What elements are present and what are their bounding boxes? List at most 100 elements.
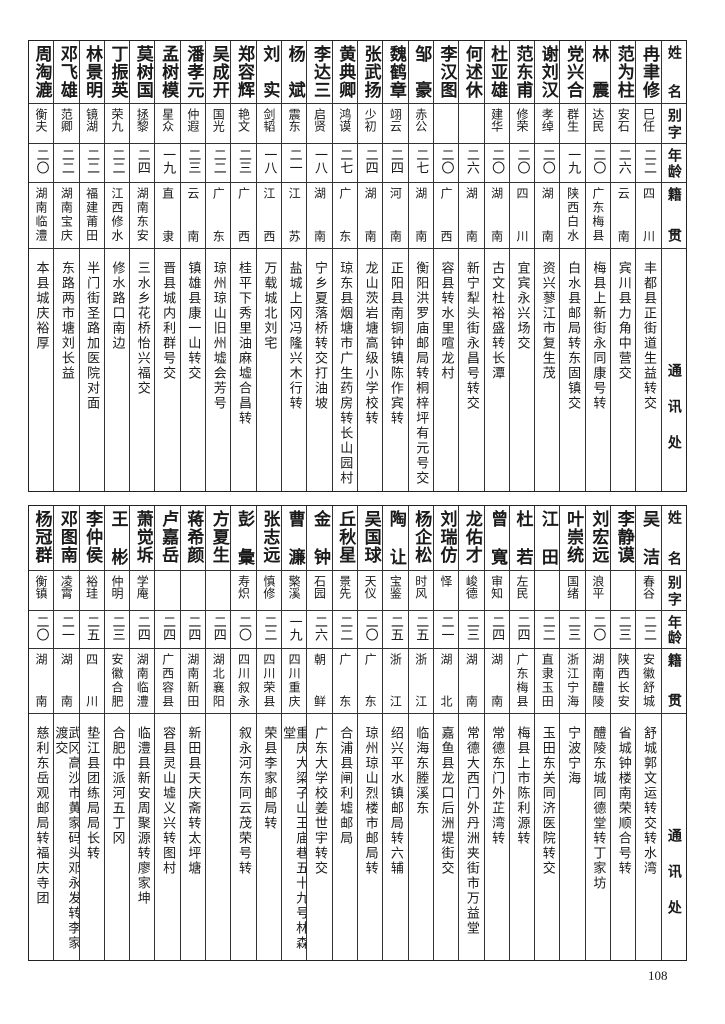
age-cell: 二〇 [28, 611, 54, 649]
name-text: 姓名 [665, 45, 682, 99]
alias-cell [611, 571, 636, 611]
address-text: 省城钟楼南荣顺合号转 [615, 726, 631, 876]
name-text: 萧觉坼 [132, 510, 153, 564]
name-text: 曾寬 [487, 510, 508, 566]
address-text: 容县转水里喧龙村 [438, 261, 454, 381]
address-text: 通讯处 [665, 828, 682, 936]
address-cell: 临澧县新安周聚源转廖家坤 [130, 714, 154, 960]
native-text: 浙江宁海 [565, 653, 580, 709]
address-cell: 梅县上市陈利源转 [510, 714, 534, 960]
age-cell: 二四 [509, 611, 535, 649]
alias-cell: 仲遐 [180, 104, 206, 144]
age-cell: 二三 [611, 611, 636, 649]
name-text: 周淘漉 [31, 45, 52, 99]
name-cell: 丁振英 [104, 41, 130, 104]
age-text: 二二 [337, 615, 353, 641]
address-cell: 通讯处 [662, 249, 686, 491]
alias-text: 峻德 [464, 575, 479, 599]
native-cell: 广西 [433, 183, 459, 249]
person-column: 孟树模 星众 一九 直隶 晋县城内利群号交 [154, 41, 180, 491]
address-text: 通讯处 [665, 363, 682, 471]
name-text: 吴国球 [360, 510, 381, 564]
person-column: 张志远 慎修 二二 四川荣县 荣县李家邮局转 [255, 506, 281, 960]
person-column: 吴国球 天仪 二〇 广东 琼州琼山烈楼市邮局转 [356, 506, 383, 960]
address-text: 玉田东关同济医院转交 [539, 726, 555, 876]
address-cell: 龙山茨岩塘高级小学校转 [358, 249, 382, 491]
alias-text: 仲遐 [185, 108, 200, 132]
age-text: 二二 [210, 148, 226, 174]
age-cell: 二五 [408, 611, 433, 649]
person-column: 刘实 剑韬 一八 江西 万载城北刘宅 [255, 41, 281, 491]
person-column: 萧觉坼 学庵 二四 湖南临澧 临澧县新安周聚源转廖家坤 [129, 506, 155, 960]
alias-text: 仲明 [109, 575, 124, 599]
native-text: 安徽舒城 [641, 653, 656, 709]
name-cell: 范为柱 [611, 41, 636, 104]
alias-text: 星众 [160, 108, 175, 132]
address-cell: 东路两市塘刘长益 [54, 249, 78, 491]
address-cell: 叙永河东同云茂荣号转 [231, 714, 255, 960]
native-text: 湖南新田 [185, 653, 200, 709]
person-column: 曾寬 审知 二四 湖南 常德东门外芷湾转 [483, 506, 509, 960]
name-text: 李仲侯 [82, 510, 103, 564]
address-text: 醴陵东城同德堂转丁家坊 [590, 726, 606, 891]
person-column: 杨冠群 衡镇 二〇 湖南 慈利东岳观邮局转福庆寺团 [28, 506, 54, 960]
native-text: 广东 [337, 187, 352, 244]
address-cell: 宁波宁海 [560, 714, 584, 960]
person-column: 周淘漉 衡夫 二〇 湖南临澧 本县城庆裕厚 [28, 41, 54, 491]
native-text: 朝鲜 [312, 653, 327, 709]
address-text: 东路两市塘刘长益 [58, 261, 74, 381]
native-cell: 四川 [79, 649, 104, 714]
age-text: 二七 [337, 148, 353, 174]
name-text: 李达三 [309, 45, 330, 99]
age-cell: 二二 [332, 611, 357, 649]
address-text: 镇雄县康一山转交 [185, 261, 201, 381]
alias-cell [459, 104, 484, 144]
age-cell: 二三 [180, 144, 206, 183]
native-cell: 湖南临澧 [28, 183, 54, 249]
alias-text: 裕珪 [84, 575, 99, 599]
native-cell: 广东 [332, 183, 357, 249]
native-cell: 浙江宁海 [560, 649, 585, 714]
age-text: 一九 [565, 148, 581, 174]
age-cell: 年龄 [661, 144, 686, 183]
name-cell: 郑容辉 [231, 41, 256, 104]
name-cell: 姓名 [661, 506, 686, 571]
address-text: 梅县上市陈利源转 [514, 726, 530, 846]
name-cell: 蒋希颜 [180, 506, 206, 571]
address-cell: 绍兴平水镇邮局转六辅 [383, 714, 407, 960]
person-column: 范为柱 安石 二六 云南 宾川县力角中营交 [610, 41, 636, 491]
native-text: 直隶玉田 [540, 653, 555, 709]
age-text: 二〇 [590, 148, 606, 174]
person-column: 郑容辉 艳文 二三 广西 桂平下秀里油麻墟合昌转 [230, 41, 256, 491]
name-cell: 彭彙 [231, 506, 256, 571]
native-text: 湖南临澧 [135, 653, 150, 709]
alias-text: 达民 [590, 108, 605, 132]
name-cell: 莫树国 [130, 41, 155, 104]
address-cell: 丰都县正街道生益转交 [636, 249, 660, 491]
native-cell: 湖南 [28, 649, 54, 714]
person-column: 丁振英 荣九 二二 江西修水 修水路口南边 [103, 41, 130, 491]
name-text: 张武扬 [360, 45, 381, 99]
name-cell: 邓图南 [54, 506, 79, 571]
name-cell: 谢刘汉 [535, 41, 560, 104]
age-text: 二〇 [362, 615, 378, 641]
alias-cell: 衡镇 [28, 571, 54, 611]
age-text: 二四 [185, 615, 201, 641]
age-text: 二四 [134, 615, 150, 641]
address-cell: 通讯处 [662, 714, 686, 960]
age-text: 二四 [160, 615, 176, 641]
native-cell: 湖北襄阳 [206, 649, 231, 714]
person-column: 蒋希颜 二四 湖南新田 新田县天庆斋转太坪塘 [179, 506, 206, 960]
age-text: 一八 [261, 148, 277, 174]
native-cell: 湖南东安 [130, 183, 155, 249]
name-text: 杜若 [512, 510, 533, 566]
address-text: 嘉鱼县龙口后洲堤街交 [438, 726, 454, 876]
age-cell: 二五 [383, 611, 408, 649]
age-text: 二五 [413, 615, 429, 641]
name-cell: 李汉图 [433, 41, 459, 104]
native-text: 广东 [337, 653, 352, 709]
address-cell: 盐城上冈冯隆兴木行转 [282, 249, 306, 491]
person-column: 金钟 石园 二六 朝鲜 广东大学校姜世宇转交 [306, 506, 332, 960]
alias-cell: 寿炽 [231, 571, 256, 611]
age-text: 二五 [84, 615, 100, 641]
